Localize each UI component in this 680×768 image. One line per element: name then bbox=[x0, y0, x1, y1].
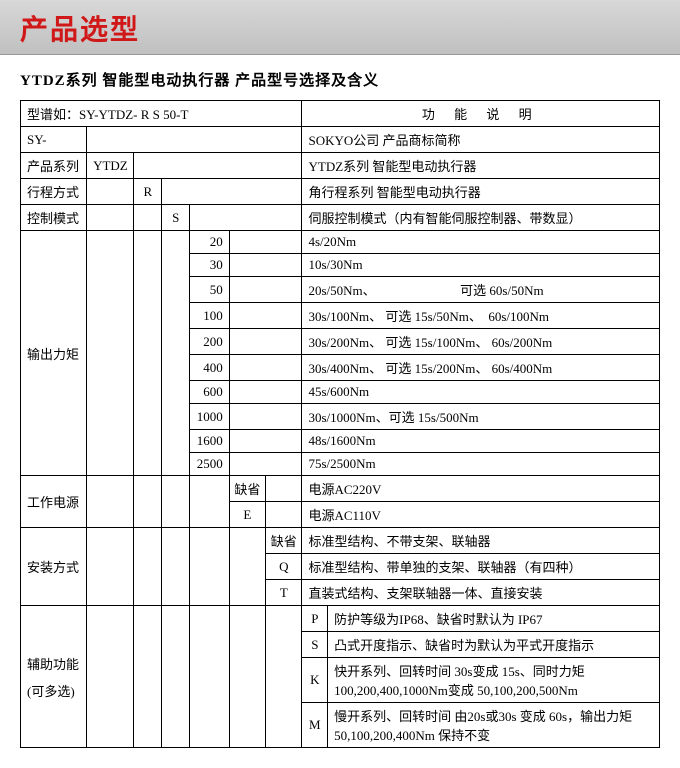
power-desc: 电源AC110V bbox=[302, 502, 660, 528]
torque-label: 输出力矩 bbox=[21, 231, 87, 476]
series-label: 产品系列 bbox=[21, 153, 87, 179]
model-example: 型谱如：SY-YTDZ- R S 50-T bbox=[21, 101, 302, 127]
power-code: E bbox=[229, 502, 265, 528]
mount-desc: 标准型结构、不带支架、联轴器 bbox=[302, 528, 660, 554]
torque-code: 400 bbox=[190, 355, 230, 381]
series-desc: YTDZ系列 智能型电动执行器 bbox=[302, 153, 660, 179]
aux-label-2: (可多选) bbox=[27, 681, 82, 700]
torque-code: 30 bbox=[190, 254, 230, 277]
spec-table: 型谱如：SY-YTDZ- R S 50-T 功 能 说 明 SY- SOKYO公… bbox=[20, 100, 660, 748]
torque-desc: 4s/20Nm bbox=[302, 231, 660, 254]
torque-desc: 75s/2500Nm bbox=[302, 453, 660, 476]
aux-label-1: 辅助功能 bbox=[27, 654, 82, 673]
torque-desc: 30s/100Nm、 可选 15s/50Nm、 60s/100Nm bbox=[302, 303, 660, 329]
aux-desc: 快开系列、回转时间 30s变成 15s、同时力矩100,200,400,1000… bbox=[328, 658, 660, 703]
stroke-code: R bbox=[134, 179, 162, 205]
mount-desc: 直装式结构、支架联轴器一体、直接安装 bbox=[302, 580, 660, 606]
header-bar: 产品选型 bbox=[0, 0, 680, 55]
torque-desc: 30s/400Nm、 可选 15s/200Nm、 60s/400Nm bbox=[302, 355, 660, 381]
aux-code: S bbox=[302, 632, 328, 658]
torque-desc: 10s/30Nm bbox=[302, 254, 660, 277]
aux-code: K bbox=[302, 658, 328, 703]
control-code: S bbox=[162, 205, 190, 231]
sy-label: SY- bbox=[21, 127, 87, 153]
aux-code: M bbox=[302, 703, 328, 748]
aux-desc: 慢开系列、回转时间 由20s或30s 变成 60s，输出力矩 50,100,20… bbox=[328, 703, 660, 748]
aux-desc: 防护等级为IP68、缺省时默认为 IP67 bbox=[328, 606, 660, 632]
mount-label: 安装方式 bbox=[21, 528, 87, 606]
torque-code: 600 bbox=[190, 381, 230, 404]
torque-desc: 30s/1000Nm、可选 15s/500Nm bbox=[302, 404, 660, 430]
stroke-desc: 角行程系列 智能型电动执行器 bbox=[302, 179, 660, 205]
aux-code: P bbox=[302, 606, 328, 632]
torque-code: 100 bbox=[190, 303, 230, 329]
content: YTDZ系列 智能型电动执行器 产品型号选择及含义 型谱如：SY-YTDZ- R… bbox=[0, 55, 680, 768]
torque-desc: 48s/1600Nm bbox=[302, 430, 660, 453]
aux-desc: 凸式开度指示、缺省时为默认为平式开度指示 bbox=[328, 632, 660, 658]
mount-code: Q bbox=[266, 554, 302, 580]
torque-code: 20 bbox=[190, 231, 230, 254]
stroke-label: 行程方式 bbox=[21, 179, 87, 205]
subtitle: YTDZ系列 智能型电动执行器 产品型号选择及含义 bbox=[20, 63, 660, 100]
control-desc: 伺服控制模式（内有智能伺服控制器、带数显） bbox=[302, 205, 660, 231]
series-code: YTDZ bbox=[87, 153, 134, 179]
mount-code: 缺省 bbox=[266, 528, 302, 554]
torque-desc: 30s/200Nm、 可选 15s/100Nm、 60s/200Nm bbox=[302, 329, 660, 355]
power-label: 工作电源 bbox=[21, 476, 87, 528]
page-title: 产品选型 bbox=[20, 8, 660, 48]
power-desc: 电源AC220V bbox=[302, 476, 660, 502]
torque-desc: 45s/600Nm bbox=[302, 381, 660, 404]
aux-label: 辅助功能 (可多选) bbox=[21, 606, 87, 748]
func-header: 功 能 说 明 bbox=[302, 101, 660, 127]
mount-desc: 标准型结构、带单独的支架、联轴器（有四种） bbox=[302, 554, 660, 580]
torque-code: 200 bbox=[190, 329, 230, 355]
torque-desc: 20s/50Nm、 可选 60s/50Nm bbox=[302, 277, 660, 303]
torque-code: 50 bbox=[190, 277, 230, 303]
control-label: 控制模式 bbox=[21, 205, 87, 231]
mount-code: T bbox=[266, 580, 302, 606]
torque-code: 2500 bbox=[190, 453, 230, 476]
power-code: 缺省 bbox=[229, 476, 265, 502]
torque-code: 1000 bbox=[190, 404, 230, 430]
torque-code: 1600 bbox=[190, 430, 230, 453]
sy-desc: SOKYO公司 产品商标简称 bbox=[302, 127, 660, 153]
